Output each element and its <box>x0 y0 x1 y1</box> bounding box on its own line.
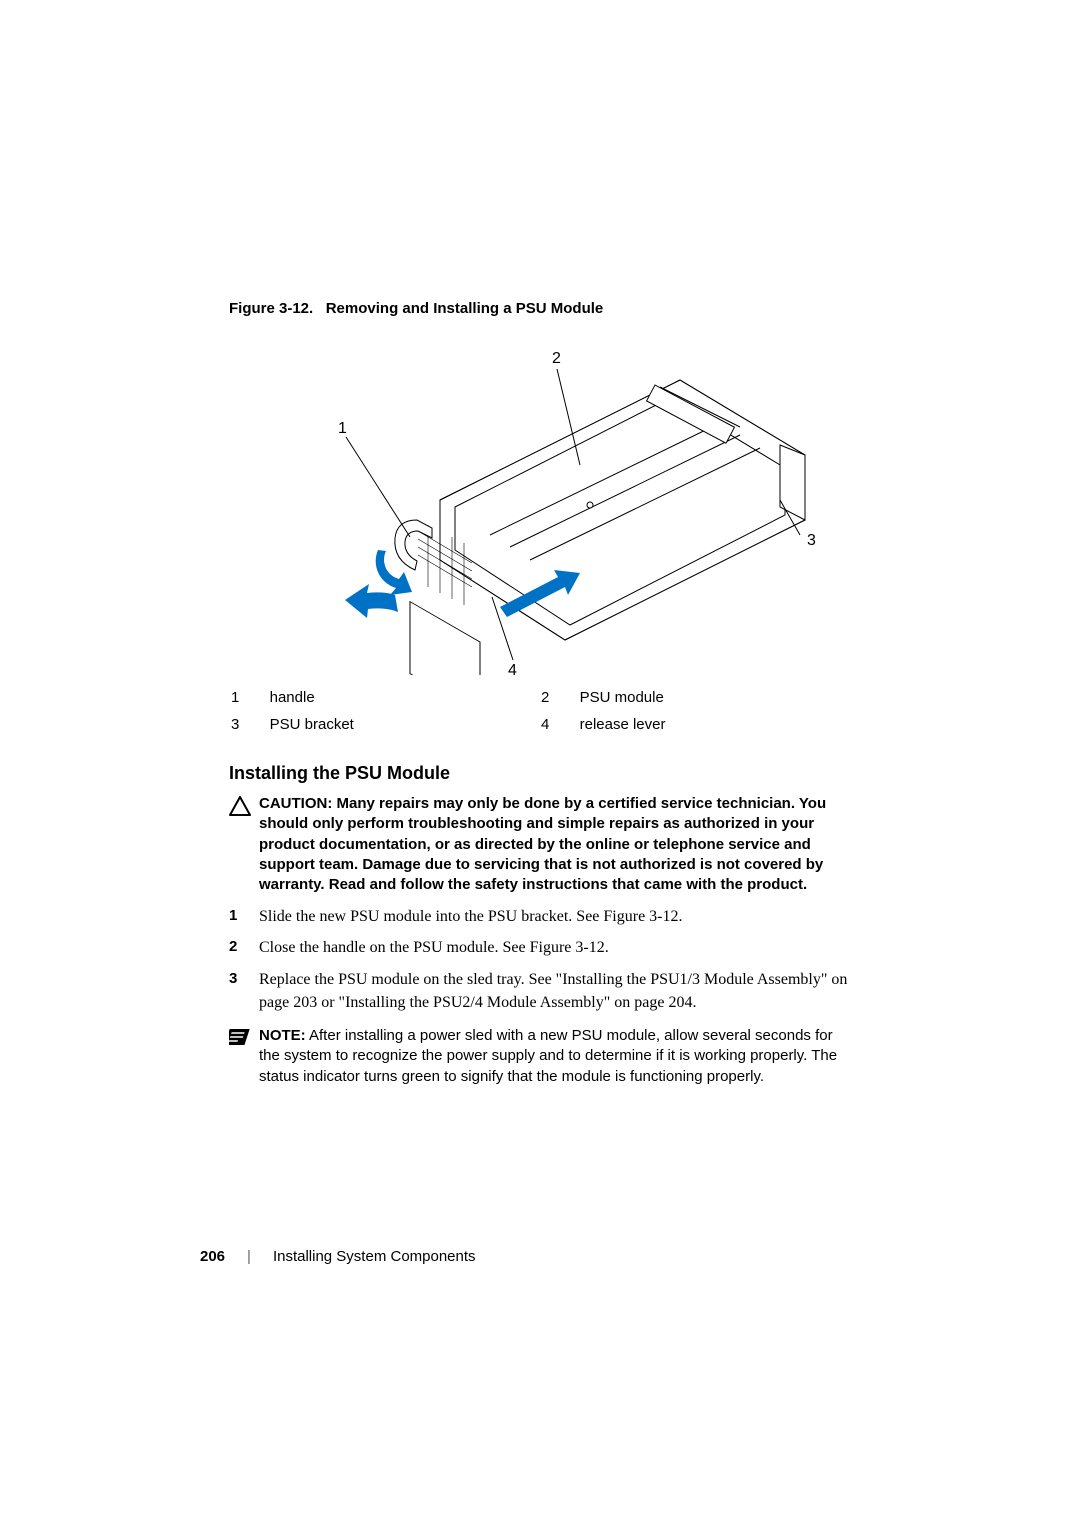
caution-label: CAUTION: <box>259 795 332 812</box>
section-heading: Installing the PSU Module <box>229 763 851 784</box>
callout-3: 3 <box>807 532 816 549</box>
legend-num: 4 <box>541 712 578 737</box>
step-number: 3 <box>229 968 259 990</box>
step-number: 1 <box>229 905 259 927</box>
step-text: Slide the new PSU module into the PSU br… <box>259 905 851 928</box>
legend-num: 3 <box>231 712 268 737</box>
step-text: Replace the PSU module on the sled tray.… <box>259 968 851 1014</box>
caution-icon <box>229 794 259 821</box>
install-steps-list: 1 Slide the new PSU module into the PSU … <box>229 905 851 1014</box>
table-row: 1 handle 2 PSU module <box>231 685 849 710</box>
legend-num: 2 <box>541 685 578 710</box>
psu-module-diagram: 1 2 3 4 <box>260 335 820 675</box>
legend-num: 1 <box>231 685 268 710</box>
list-item: 2 Close the handle on the PSU module. Se… <box>229 936 851 959</box>
footer-divider: | <box>247 1248 251 1265</box>
note-block: NOTE: After installing a power sled with… <box>229 1026 851 1087</box>
legend-label: release lever <box>580 712 849 737</box>
step-text: Close the handle on the PSU module. See … <box>259 936 851 959</box>
chapter-title: Installing System Components <box>273 1248 476 1265</box>
figure-caption: Figure 3-12. Removing and Installing a P… <box>229 300 851 317</box>
note-label: NOTE: <box>259 1027 306 1044</box>
page-footer: 206 | Installing System Components <box>200 1248 476 1265</box>
callout-1: 1 <box>338 420 347 437</box>
step-number: 2 <box>229 936 259 958</box>
table-row: 3 PSU bracket 4 release lever <box>231 712 849 737</box>
figure-caption-prefix: Figure 3-12. <box>229 300 313 317</box>
legend-label: PSU module <box>580 685 849 710</box>
note-text: NOTE: After installing a power sled with… <box>259 1026 851 1087</box>
figure-caption-text: Removing and Installing a PSU Module <box>326 300 604 317</box>
figure-diagram: 1 2 3 4 <box>229 335 851 675</box>
caution-body: Many repairs may only be done by a certi… <box>259 795 826 893</box>
note-body: After installing a power sled with a new… <box>259 1027 837 1085</box>
note-icon <box>229 1026 259 1051</box>
legend-label: handle <box>270 685 539 710</box>
caution-block: CAUTION: Many repairs may only be done b… <box>229 794 851 895</box>
caution-text: CAUTION: Many repairs may only be done b… <box>259 794 851 895</box>
figure-legend-table: 1 handle 2 PSU module 3 PSU bracket 4 re… <box>229 683 851 739</box>
list-item: 1 Slide the new PSU module into the PSU … <box>229 905 851 928</box>
page-number: 206 <box>200 1248 225 1265</box>
list-item: 3 Replace the PSU module on the sled tra… <box>229 968 851 1014</box>
callout-2: 2 <box>552 350 561 367</box>
legend-label: PSU bracket <box>270 712 539 737</box>
callout-4: 4 <box>508 662 517 675</box>
